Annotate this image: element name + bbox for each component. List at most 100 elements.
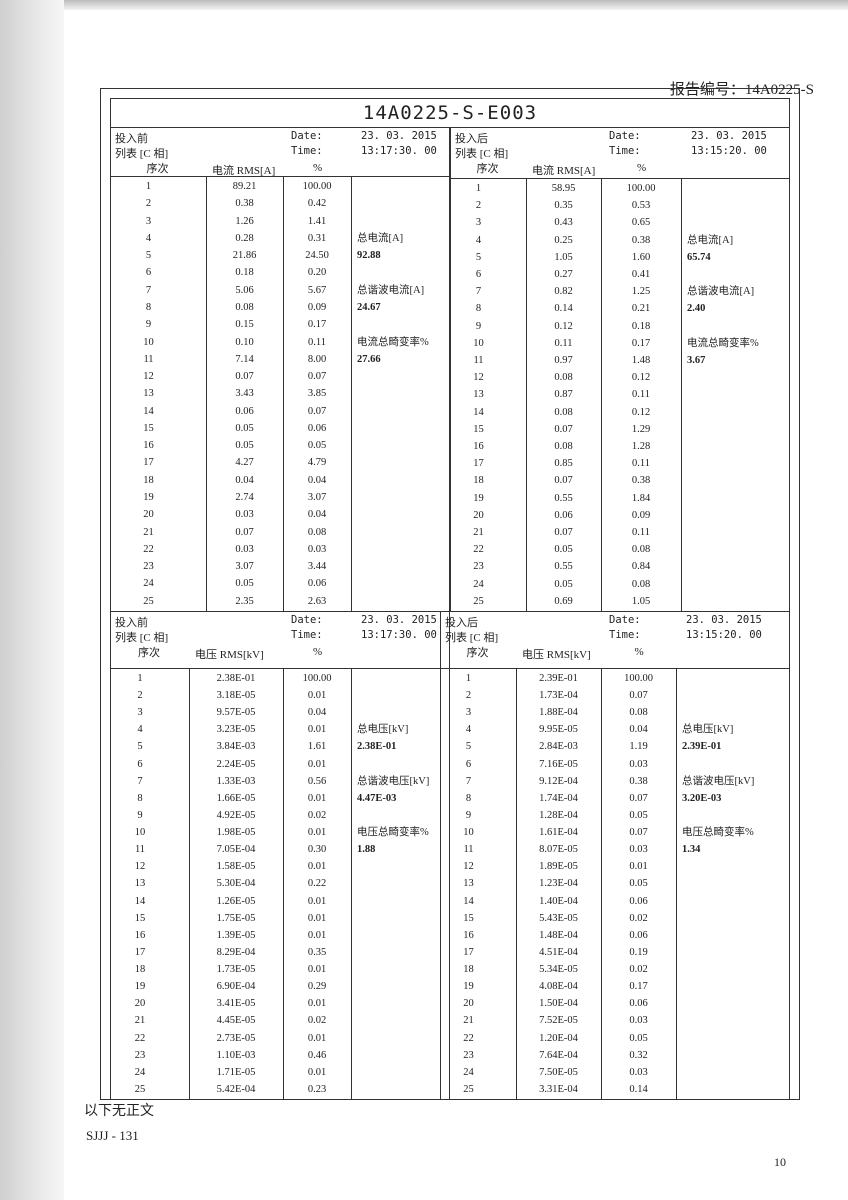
harmonic-order: 14 bbox=[143, 405, 154, 417]
report-number: 报告编号：14A0225-S bbox=[669, 82, 814, 98]
percent-value: 0.04 bbox=[629, 724, 648, 736]
harmonic-order: 21 bbox=[143, 526, 154, 538]
summary-label: 电压总畸变率% bbox=[682, 827, 754, 839]
harmonic-order: 24 bbox=[463, 1066, 474, 1078]
rms-value: 0.05 bbox=[554, 544, 573, 556]
percent-value: 0.18 bbox=[631, 320, 651, 332]
time-value: 13:15:20. 00 bbox=[686, 629, 762, 641]
harmonic-order: 6 bbox=[465, 758, 472, 770]
percent-value: 0.30 bbox=[307, 844, 327, 856]
table-body: 1 2.39E-01 100.00 2 1.73E-04 0.07 3 1.88E-04 0.0… bbox=[441, 668, 789, 1099]
percent-value: 0.56 bbox=[307, 775, 327, 787]
rms-value: 9.95E-05 bbox=[539, 724, 578, 736]
table-body: 1 89.21 100.00 2 0.38 0.42 3 1.26 1.41 4 0.28 0.31 5… bbox=[111, 176, 449, 611]
table-row: 23 0.55 0.84 bbox=[451, 558, 789, 575]
column-header-seq: 序次 bbox=[476, 163, 499, 175]
table-row: 21 0.07 0.08 bbox=[111, 524, 449, 541]
table-row: 18 1.73E-05 0.01 bbox=[111, 961, 449, 978]
summary-label: 电流总畸变率% bbox=[357, 336, 429, 348]
rms-value: 0.27 bbox=[554, 269, 573, 280]
rms-value: 8.29E-04 bbox=[216, 946, 256, 958]
table-row: 5 21.86 24.50 bbox=[111, 247, 449, 264]
summary-value: 24.67 bbox=[357, 301, 381, 313]
rms-value: 2.38E-01 bbox=[216, 673, 256, 684]
harmonic-order: 23 bbox=[463, 1049, 474, 1061]
percent-value: 0.06 bbox=[629, 929, 648, 941]
rms-value: 1.10E-03 bbox=[216, 1049, 256, 1061]
harmonic-order: 3 bbox=[475, 217, 482, 229]
percent-value: 0.38 bbox=[629, 775, 648, 787]
harmonic-order: 11 bbox=[134, 844, 146, 856]
rms-value: 1.58E-05 bbox=[216, 861, 256, 873]
percent-value: 0.05 bbox=[629, 878, 648, 890]
summary-label: 总电压[kV] bbox=[357, 724, 409, 736]
harmonic-order: 1 bbox=[137, 673, 143, 684]
page-title: 14A0225-S-E003 bbox=[110, 98, 790, 128]
table-row: 15 0.07 1.29 bbox=[451, 421, 789, 438]
harmonic-order: 23 bbox=[134, 1049, 146, 1061]
table-row: 6 0.18 0.20 bbox=[111, 264, 449, 281]
harmonic-order: 4 bbox=[475, 234, 482, 246]
table-row: 5 1.05 1.60 bbox=[451, 249, 789, 266]
percent-value: 0.06 bbox=[629, 895, 648, 907]
table-row: 8 1.74E-04 0.07 bbox=[441, 790, 789, 807]
rms-value: 0.87 bbox=[554, 389, 573, 401]
rms-value: 0.55 bbox=[554, 561, 573, 573]
column-header-rms: 电流 RMS[A] bbox=[532, 165, 596, 177]
phase-list-label: 列表 [C 相] bbox=[115, 632, 169, 644]
column-header-seq: 序次 bbox=[146, 163, 169, 175]
summary-label: 总电流[A] bbox=[687, 234, 734, 246]
time-label: Time: bbox=[609, 629, 641, 641]
percent-value: 0.06 bbox=[307, 578, 327, 590]
summary-value: 4.47E-03 bbox=[357, 792, 397, 804]
rms-value: 0.85 bbox=[554, 458, 573, 470]
percent-value: 0.08 bbox=[307, 526, 327, 538]
time-value: 13:15:20. 00 bbox=[691, 145, 767, 157]
percent-value: 0.01 bbox=[307, 964, 327, 976]
table-row: 9 4.92E-05 0.02 bbox=[111, 807, 449, 824]
harmonic-order: 24 bbox=[134, 1066, 146, 1078]
table-row: 9 1.28E-04 0.05 bbox=[441, 807, 789, 824]
table-row: 22 0.05 0.08 bbox=[451, 541, 789, 558]
harmonic-order: 1 bbox=[475, 183, 482, 194]
table-row: 14 1.40E-04 0.06 bbox=[441, 893, 789, 910]
rms-value: 21.86 bbox=[232, 250, 257, 262]
harmonic-order: 20 bbox=[143, 509, 154, 521]
page-number: 10 bbox=[774, 1155, 786, 1169]
percent-value: 0.12 bbox=[631, 406, 651, 418]
table-row: 13 3.43 3.85 bbox=[111, 385, 449, 402]
column-divider bbox=[189, 668, 190, 1099]
harmonic-order: 19 bbox=[134, 981, 146, 993]
rms-value: 0.38 bbox=[235, 198, 254, 210]
harmonic-order: 17 bbox=[134, 946, 146, 958]
percent-value: 0.05 bbox=[307, 440, 327, 452]
percent-value: 0.32 bbox=[629, 1049, 648, 1061]
rms-value: 0.69 bbox=[554, 595, 573, 607]
rms-value: 3.18E-05 bbox=[216, 690, 256, 702]
rms-value: 1.71E-05 bbox=[216, 1066, 256, 1078]
harmonic-order: 8 bbox=[145, 301, 152, 313]
table-row: 22 0.03 0.03 bbox=[111, 541, 449, 558]
percent-value: 0.04 bbox=[307, 509, 327, 521]
percent-value: 0.11 bbox=[632, 527, 650, 538]
percent-value: 100.00 bbox=[302, 181, 332, 192]
table-row: 19 2.74 3.07 bbox=[111, 489, 449, 506]
harmonic-table-1: 投入前 列表 [C 相] Date: 23. 03. 2015 Time: 13:17:3… bbox=[110, 128, 450, 612]
harmonic-order: 25 bbox=[473, 595, 484, 607]
table-row: 9 0.15 0.17 bbox=[111, 316, 449, 333]
rms-value: 8.07E-05 bbox=[539, 844, 578, 856]
harmonic-order: 13 bbox=[473, 389, 484, 401]
percent-value: 0.07 bbox=[307, 405, 327, 417]
table-row: 9 0.12 0.18 bbox=[451, 318, 789, 335]
state-label: 投入后 bbox=[455, 133, 488, 145]
harmonic-order: 12 bbox=[134, 861, 146, 873]
table-row: 25 5.42E-04 0.23 bbox=[111, 1081, 449, 1098]
phase-list-label: 列表 [C 相] bbox=[455, 148, 509, 160]
table-row: 11 7.05E-04 0.30 bbox=[111, 841, 449, 858]
percent-value: 1.41 bbox=[307, 215, 327, 227]
rms-value: 0.14 bbox=[554, 303, 573, 315]
rms-value: 7.14 bbox=[235, 353, 254, 365]
table-row: 4 3.23E-05 0.01 bbox=[111, 721, 449, 738]
rms-value: 1.73E-04 bbox=[539, 690, 578, 702]
percent-value: 0.23 bbox=[307, 1083, 327, 1095]
